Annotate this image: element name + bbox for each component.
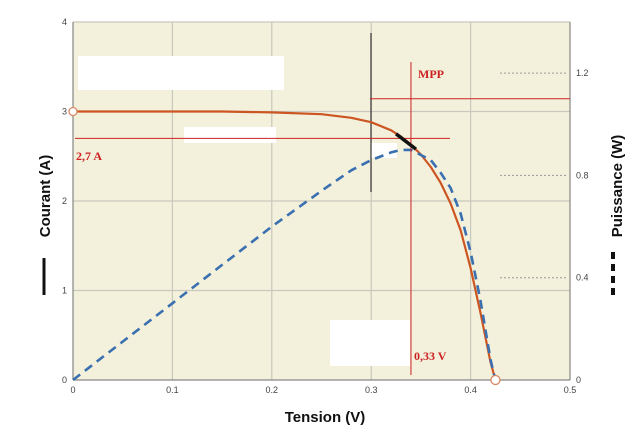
x-tick-label: 0.1 bbox=[166, 385, 179, 395]
x-axis-title: Tension (V) bbox=[285, 409, 366, 426]
y-left-tick-label: 0 bbox=[62, 375, 67, 385]
annotations: MPP 2,7 A 0,33 V bbox=[68, 62, 570, 386]
voltage-value-label: 0,33 V bbox=[414, 349, 447, 363]
x-tick-label: 0.5 bbox=[564, 385, 577, 395]
y-axis-right-title: Puissance (W) bbox=[609, 135, 626, 238]
y-left-tick-label: 3 bbox=[62, 107, 67, 117]
right-axis-tick-dashes bbox=[500, 72, 566, 279]
y-left-tick-label: 2 bbox=[62, 196, 67, 206]
isc-marker bbox=[68, 106, 78, 117]
axes bbox=[72, 22, 571, 381]
y-right-tick-label: 1.2 bbox=[576, 68, 589, 78]
x-tick-label: 0 bbox=[70, 385, 75, 395]
x-tick-label: 0.4 bbox=[464, 385, 477, 395]
voc-marker bbox=[490, 374, 501, 386]
y-left-tick-label: 1 bbox=[62, 286, 67, 296]
y-right-tick-label: 0.4 bbox=[576, 273, 589, 283]
power-curve bbox=[72, 148, 497, 382]
y-axis-left-title: Courant (A) bbox=[37, 155, 54, 238]
y-left-tick-label: 4 bbox=[62, 17, 67, 27]
mpp-segment-mark bbox=[394, 132, 417, 151]
current-value-label: 2,7 A bbox=[76, 149, 102, 163]
x-tick-label: 0.3 bbox=[365, 385, 378, 395]
label-cover-boxes bbox=[78, 56, 410, 366]
mpp-label: MPP bbox=[418, 67, 444, 81]
x-tick-label: 0.2 bbox=[266, 385, 279, 395]
y-right-tick-label: 0 bbox=[576, 375, 581, 385]
y-right-tick-label: 0.8 bbox=[576, 170, 589, 180]
